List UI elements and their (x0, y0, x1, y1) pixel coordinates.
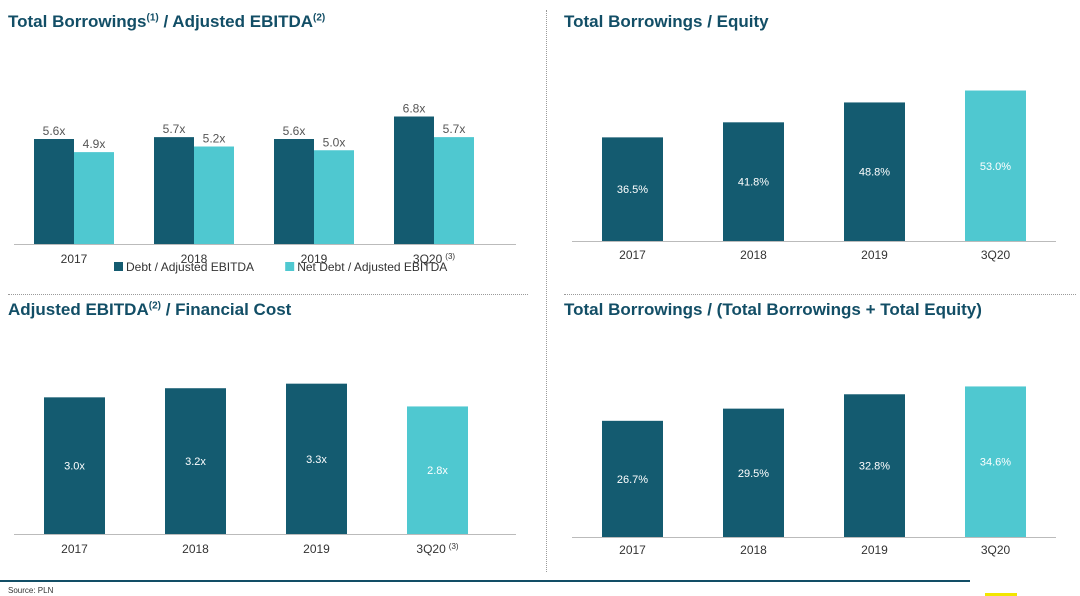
data-label: 5.7x (163, 122, 186, 136)
data-label: 26.7% (617, 474, 648, 486)
vertical-divider (546, 10, 547, 572)
bar (74, 152, 114, 244)
bar (844, 102, 905, 241)
data-label: 5.0x (323, 135, 346, 149)
panel-title: Total Borrowings(1) / Adjusted EBITDA(2) (8, 12, 326, 31)
bar (154, 137, 194, 244)
data-label: 48.8% (859, 167, 890, 179)
data-label: 2.8x (427, 465, 448, 477)
legend-swatch (285, 262, 295, 271)
x-tick-label: 2017 (619, 248, 646, 262)
x-tick-label: 2019 (301, 252, 328, 266)
chart-borrowings-to-capital: 26.7% 29.5% 32.8% 34.6% 2017 2018 2019 3Q20 (572, 386, 1056, 557)
x-tick-label: 2018 (740, 543, 767, 557)
legend-label: Debt / Adjusted EBITDA (126, 260, 254, 274)
data-label: 3.2x (185, 456, 206, 468)
data-label: 32.8% (859, 461, 890, 473)
x-tick-label: 2019 (303, 542, 330, 556)
chart-ebitda-to-financial-cost: 3.0x 3.2x 3.3x 2.8x 2017 2018 2019 3Q20 (3) (14, 383, 516, 556)
panel-ebitda-to-financial-cost: Adjusted EBITDA(2) / Financial Cost 3.0x… (8, 300, 538, 572)
panel-title: Total Borrowings / (Total Borrowings + T… (564, 300, 982, 319)
bar (723, 408, 784, 537)
data-label: 6.8x (403, 102, 426, 116)
panel-borrowings-to-equity: Total Borrowings / Equity 36.5% 41.8% 48.8… (564, 12, 1074, 292)
x-tick-label: 3Q20 (3) (413, 252, 455, 266)
bar (165, 388, 226, 534)
data-label: 34.6% (980, 457, 1011, 469)
x-tick-label: 3Q20 (981, 543, 1011, 557)
x-tick-label: 2018 (740, 248, 767, 262)
x-tick-label: 2018 (182, 542, 209, 556)
data-label: 4.9x (83, 137, 106, 151)
bar (407, 406, 468, 534)
bar (44, 397, 105, 534)
source-note: Source: PLN (8, 586, 54, 595)
x-tick-label: 2019 (861, 543, 888, 557)
bar (286, 383, 347, 534)
data-label: 41.8% (738, 177, 769, 189)
x-tick-label: 2017 (61, 542, 88, 556)
bar (844, 394, 905, 537)
bar (602, 420, 663, 537)
data-label: 29.5% (738, 468, 769, 480)
x-tick-label: 2017 (61, 252, 88, 266)
x-tick-label: 3Q20 (981, 248, 1011, 262)
horizontal-divider-right (564, 294, 1076, 295)
x-tick-label: 2019 (861, 248, 888, 262)
data-label: 3.3x (306, 454, 327, 466)
data-label: 5.6x (283, 124, 306, 138)
bar (723, 122, 784, 241)
x-tick-label: 2017 (619, 543, 646, 557)
data-label: 5.6x (43, 124, 66, 138)
data-label: 53.0% (980, 161, 1011, 173)
bar (602, 137, 663, 241)
bar (434, 137, 474, 244)
panel-debt-to-ebitda: Total Borrowings(1) / Adjusted EBITDA(2)… (8, 12, 538, 292)
horizontal-divider-left (8, 294, 528, 295)
bar (965, 386, 1026, 537)
panel-borrowings-to-capital: Total Borrowings / (Total Borrowings + T… (564, 300, 1074, 572)
footer-rule (0, 580, 970, 582)
footer-accent (985, 593, 1017, 596)
legend-label: Net Debt / Adjusted EBITDA (297, 260, 447, 274)
panel-title: Total Borrowings / Equity (564, 12, 769, 31)
bar (34, 139, 74, 244)
x-tick-label: 3Q20 (3) (416, 542, 458, 556)
data-label: 3.0x (64, 461, 85, 473)
legend-swatch (114, 262, 123, 271)
bar (314, 150, 354, 244)
bar (194, 146, 234, 244)
bar (394, 116, 434, 244)
bar (274, 139, 314, 244)
panel-title: Adjusted EBITDA(2) / Financial Cost (8, 300, 292, 319)
chart-borrowings-to-equity: 36.5% 41.8% 48.8% 53.0% 2017 2018 2019 3Q20 (572, 90, 1056, 262)
bar (965, 90, 1026, 242)
data-label: 36.5% (617, 184, 648, 196)
x-tick-label: 2018 (181, 252, 208, 266)
data-label: 5.2x (203, 132, 226, 146)
chart-debt-to-ebitda: 5.6x 4.9x 5.7x 5.2x 5.6x 5.0x 6.8x 5.7x 2017 2018… (14, 102, 516, 274)
data-label: 5.7x (443, 122, 466, 136)
